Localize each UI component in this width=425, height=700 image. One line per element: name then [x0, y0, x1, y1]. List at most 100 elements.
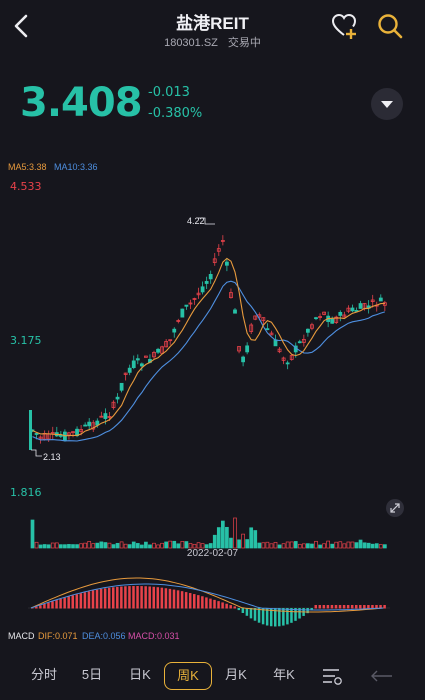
macd-bar	[375, 605, 378, 609]
macd-bar	[306, 608, 309, 614]
macd-bar	[330, 605, 334, 609]
candle-body	[34, 433, 39, 435]
tab-5day[interactable]: 5日	[81, 667, 103, 682]
volume-bar	[362, 542, 367, 549]
macd-bar	[144, 586, 147, 609]
candle-body	[224, 261, 229, 266]
candle-body	[115, 396, 120, 400]
macd-bar	[176, 590, 180, 609]
candle-body	[176, 320, 181, 322]
indicator-settings-icon[interactable]	[320, 665, 344, 687]
candle-body	[378, 297, 383, 302]
macd-bar	[334, 605, 338, 609]
candle-body	[127, 367, 132, 373]
macd-bar	[67, 596, 70, 609]
volume-bar	[374, 543, 379, 549]
last-price: 3.408	[20, 80, 143, 126]
expand-icon	[390, 503, 400, 513]
candle-body	[71, 431, 75, 434]
macd-bar	[363, 605, 366, 609]
tab-yearly-k[interactable]: 年K	[273, 667, 295, 682]
volume-bar	[241, 533, 245, 549]
add-favorite-icon[interactable]	[331, 12, 359, 40]
macd-bar	[128, 586, 131, 609]
tab-monthly-k[interactable]: 月K	[225, 667, 247, 682]
macd-bar	[184, 592, 188, 609]
volume-bar	[261, 542, 266, 549]
macd-bar	[140, 586, 143, 609]
macd-bar	[355, 605, 358, 609]
more-arrow-icon[interactable]	[368, 665, 398, 687]
fullscreen-button[interactable]	[386, 499, 404, 517]
macd-bar	[148, 586, 151, 609]
macd-bar	[225, 603, 228, 609]
candle-body	[277, 348, 282, 353]
volume-bar	[176, 543, 181, 549]
volume-bar	[342, 543, 347, 549]
candle-body	[354, 310, 359, 312]
macd-bar	[346, 605, 350, 609]
volume-bar	[366, 542, 371, 549]
volume-bar	[221, 520, 225, 549]
stock-code: 180301.SZ	[164, 37, 218, 49]
candle-body	[79, 429, 83, 432]
volume-bar	[103, 542, 108, 549]
macd-bar	[51, 601, 54, 609]
trading-status: 交易中	[227, 37, 261, 49]
candle-body	[370, 299, 375, 303]
candle-body	[289, 355, 294, 360]
candle-body	[87, 421, 92, 427]
volume-chart[interactable]	[0, 500, 425, 550]
volume-bar	[99, 541, 104, 549]
macd-bar	[39, 605, 42, 609]
back-arrow-icon[interactable]	[10, 12, 34, 40]
volume-bar	[172, 540, 177, 549]
tab-weekly-k[interactable]: 周K	[164, 662, 212, 690]
macd-bar	[249, 608, 253, 619]
macd-bar	[124, 586, 127, 609]
volume-bar	[184, 541, 189, 549]
candlestick-series	[29, 235, 387, 450]
volume-bar	[91, 543, 96, 549]
macd-bar	[197, 595, 200, 609]
candle-body	[253, 315, 258, 320]
dea-line	[30, 583, 384, 611]
volume-bars	[30, 517, 387, 549]
volume-bar	[354, 542, 359, 549]
macd-value: MACD:0.031	[128, 631, 180, 641]
macd-bar	[188, 593, 192, 609]
chevron-down-icon	[381, 101, 393, 108]
candle-body	[172, 328, 177, 333]
low-marker-line	[31, 449, 42, 457]
candlestick-chart[interactable]: 4.22 2.13	[0, 190, 425, 480]
volume-bar	[208, 543, 213, 549]
volume-bar	[326, 540, 330, 549]
macd-bar	[278, 608, 281, 627]
volume-bar	[168, 540, 173, 549]
candle-body	[314, 317, 318, 320]
volume-bar	[42, 544, 47, 549]
volume-bar	[297, 543, 302, 549]
candle-body	[83, 424, 88, 427]
volume-bar	[370, 543, 375, 549]
candle-body	[119, 382, 124, 391]
volume-bar	[111, 544, 116, 549]
candle-body	[245, 345, 250, 353]
search-icon[interactable]	[376, 12, 404, 40]
volume-bar	[67, 544, 71, 549]
tab-daily-k[interactable]: 日K	[129, 667, 151, 682]
stock-subtitle: 180301.SZ 交易中	[0, 34, 425, 50]
macd-bar	[205, 597, 208, 609]
volume-bar	[212, 534, 217, 549]
tab-intraday[interactable]: 分时	[30, 667, 57, 682]
macd-chart[interactable]	[0, 565, 425, 630]
candle-body	[208, 274, 213, 280]
candle-body	[305, 328, 310, 333]
candle-body	[196, 292, 201, 296]
price-change-percent: -0.380%	[148, 106, 203, 121]
expand-dropdown-button[interactable]	[371, 88, 403, 120]
macd-bar	[112, 587, 115, 609]
volume-bar	[180, 541, 185, 549]
macd-bar	[201, 596, 204, 609]
volume-bar	[164, 541, 168, 549]
